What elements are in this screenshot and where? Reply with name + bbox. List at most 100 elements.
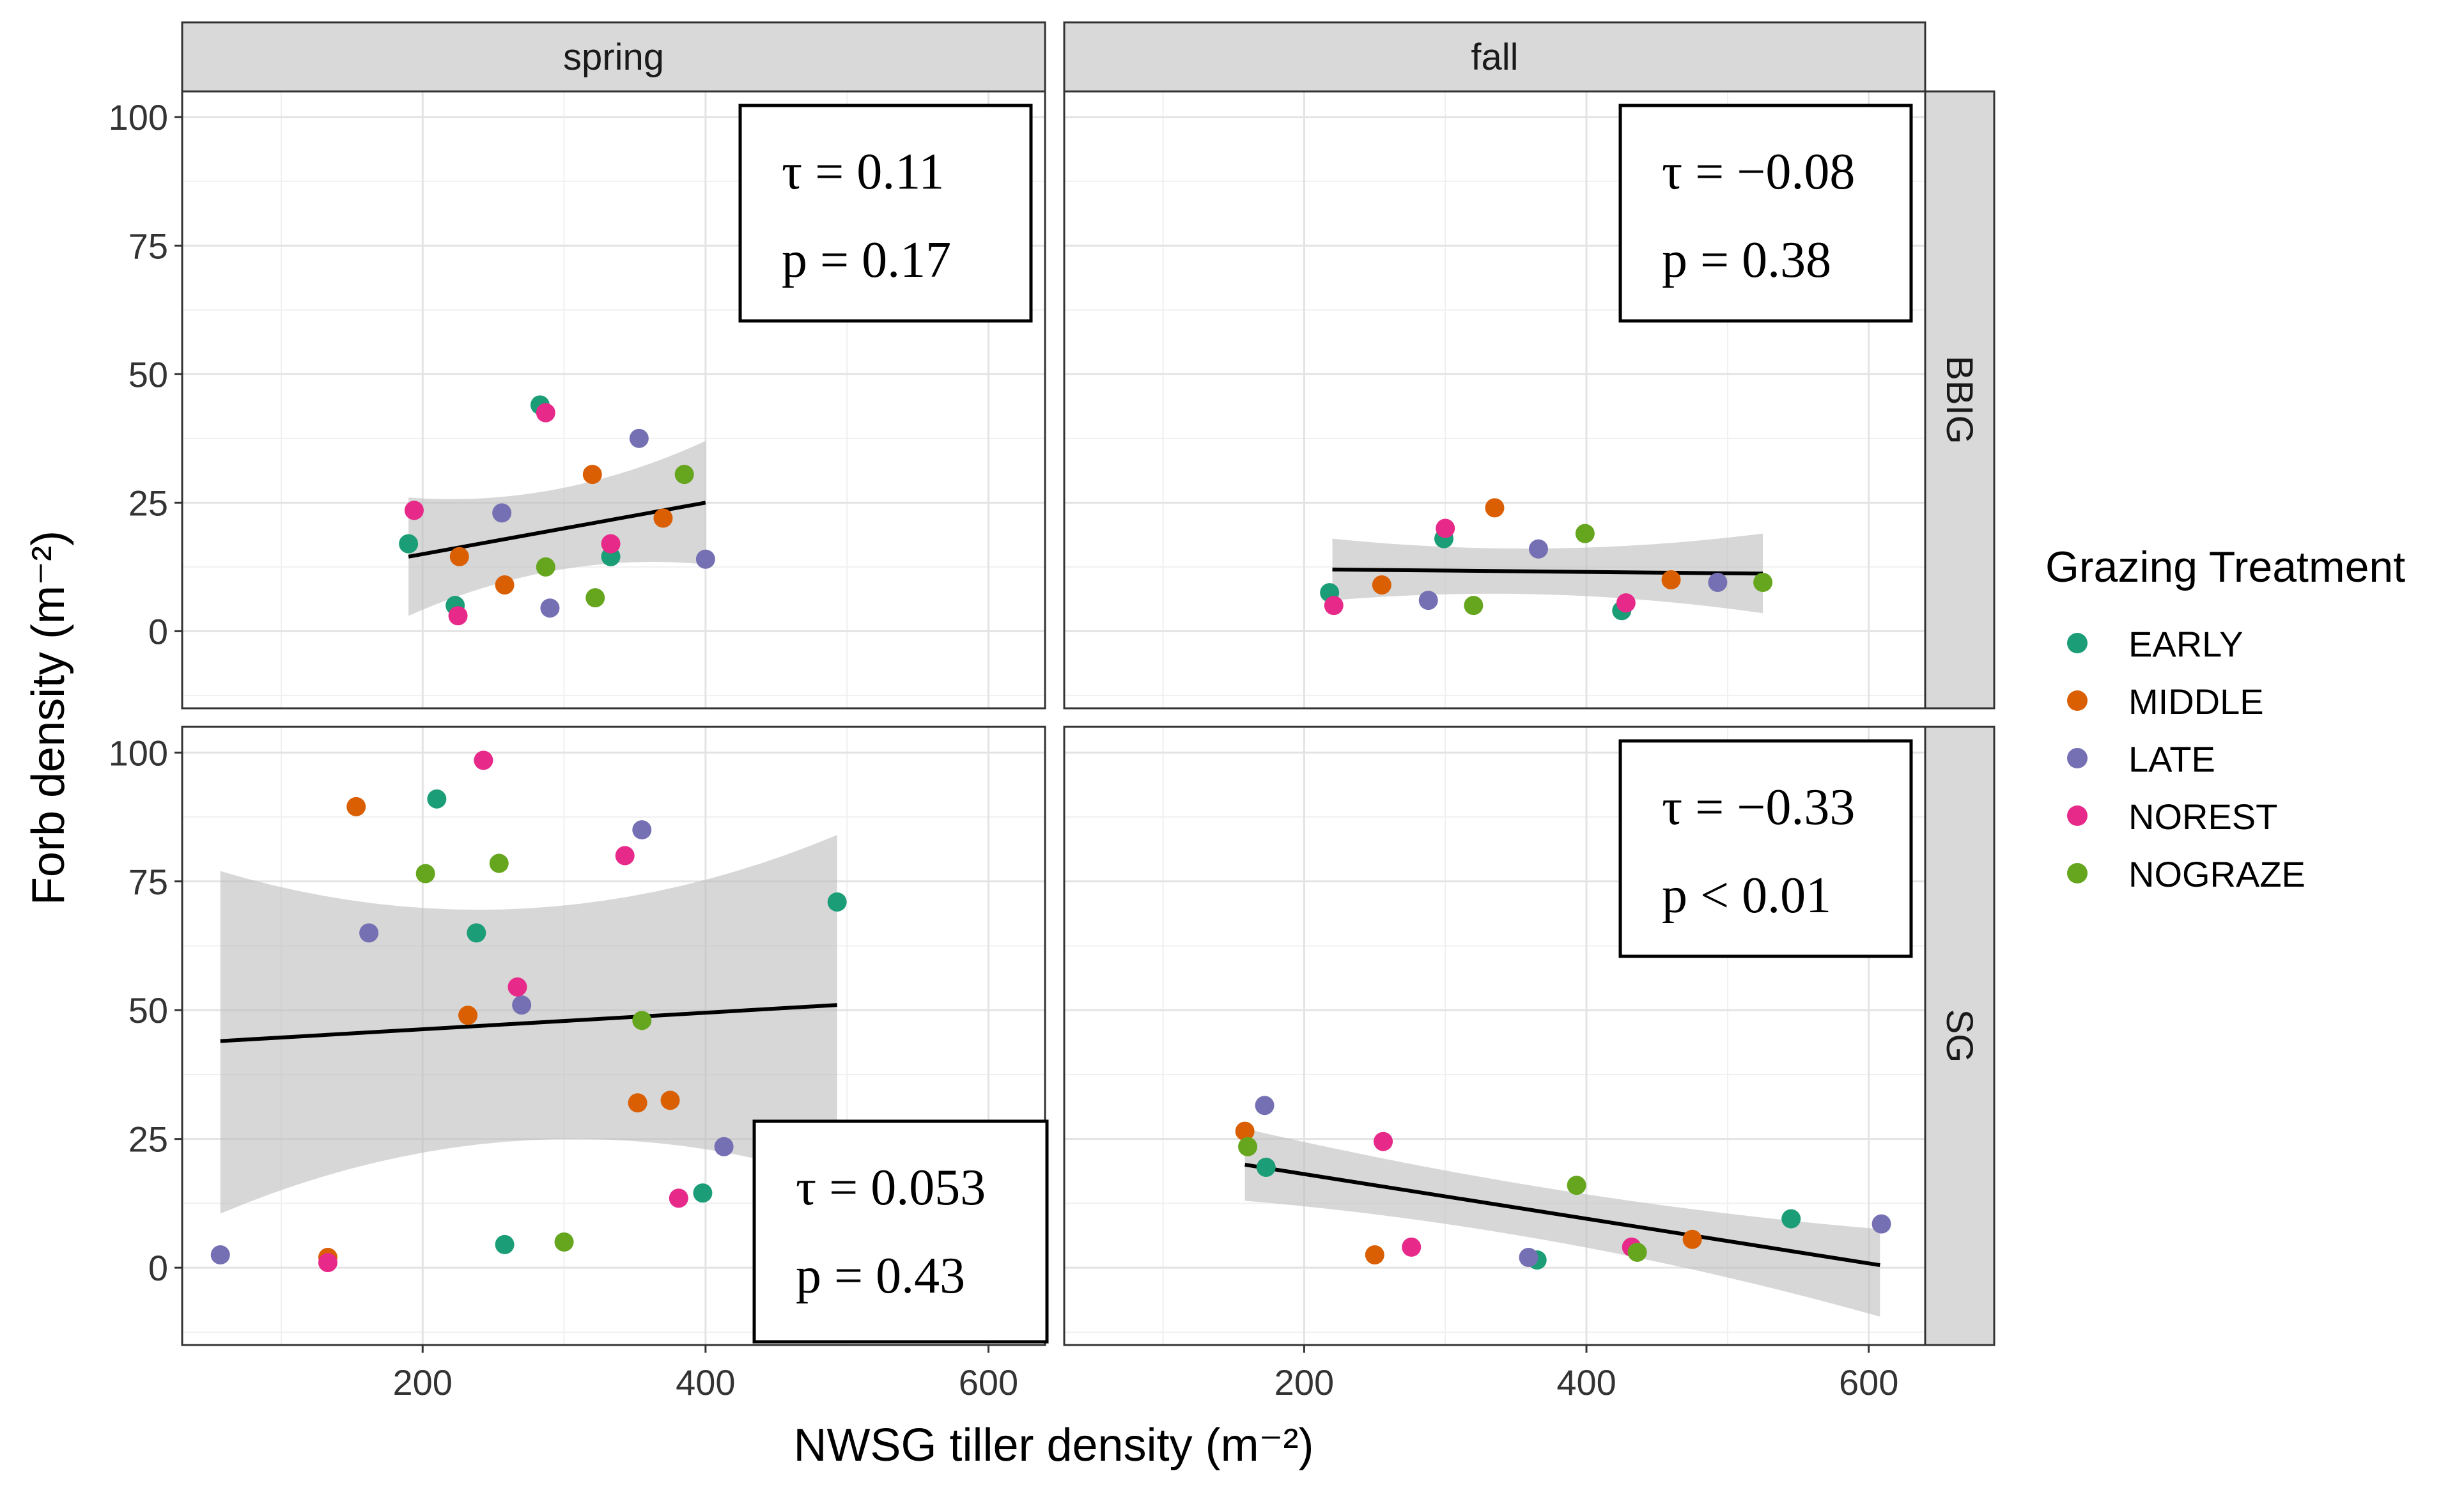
- data-point-norest: [404, 501, 424, 520]
- data-point-norest: [1436, 518, 1455, 538]
- data-point-middle: [1235, 1121, 1255, 1141]
- panel-fall-SG: τ = −0.33 p < 0.01: [1063, 726, 1926, 1346]
- data-point-norest: [1616, 593, 1636, 613]
- data-point-early: [467, 923, 486, 943]
- trend-line: [1244, 1162, 1880, 1268]
- panel-spring-BBIG: τ = 0.11 p = 0.17: [181, 90, 1046, 710]
- stats-box: [752, 1119, 1049, 1344]
- legend-key-nograze: [2067, 863, 2088, 883]
- confidence-band: [1244, 1128, 1880, 1317]
- legend-title: Grazing Treatment: [2045, 543, 2405, 591]
- data-point-middle: [1661, 570, 1681, 589]
- panel-border: [181, 90, 1046, 710]
- data-point-middle: [458, 1006, 478, 1025]
- data-point-late: [512, 995, 532, 1015]
- data-point-early: [399, 534, 419, 554]
- data-point-norest: [318, 1253, 337, 1273]
- data-point-middle: [1372, 575, 1391, 595]
- data-point-nograze: [585, 588, 605, 608]
- data-point-early: [427, 789, 447, 809]
- data-point-late: [210, 1245, 230, 1264]
- stat-p: p = 0.43: [796, 1248, 965, 1304]
- data-point-late: [1255, 1096, 1275, 1116]
- legend-key-middle: [2067, 690, 2088, 711]
- data-point-norest: [1324, 596, 1344, 616]
- data-point-late: [1871, 1214, 1891, 1234]
- y-tick-label: 75: [128, 862, 168, 902]
- data-point-late: [1528, 539, 1548, 559]
- data-point-nograze: [1464, 596, 1484, 616]
- x-tick-label: 400: [676, 1362, 735, 1403]
- data-point-late: [1418, 591, 1438, 610]
- y-tick-label: 100: [109, 97, 168, 137]
- legend-key-late: [2067, 748, 2088, 768]
- stat-p: p < 0.01: [1662, 867, 1831, 924]
- legend: Grazing Treatment EARLY MIDDLE LATE NOREST NO…: [2045, 543, 2405, 894]
- data-point-nograze: [1567, 1176, 1586, 1195]
- stat-tau: τ = −0.33: [1662, 779, 1855, 836]
- legend-label-nograze: NOGRAZE: [2128, 854, 2305, 894]
- data-point-norest: [474, 750, 493, 770]
- y-tick-label: 75: [128, 226, 168, 266]
- strip-SG: [1924, 726, 1995, 1346]
- data-point-norest: [669, 1188, 688, 1208]
- panel-fall-BBIG: τ = −0.08 p = 0.38: [1063, 90, 1926, 710]
- data-point-late: [629, 428, 649, 448]
- stats-box: [1618, 739, 1913, 958]
- data-point-late: [1519, 1248, 1538, 1268]
- legend-key-norest: [2067, 805, 2088, 826]
- data-point-late: [714, 1137, 734, 1156]
- data-point-late: [540, 598, 560, 618]
- legend-label-late: LATE: [2128, 739, 2215, 779]
- stat-p: p = 0.38: [1662, 232, 1831, 288]
- stat-tau: τ = 0.11: [782, 144, 944, 200]
- y-tick-label: 50: [128, 354, 168, 394]
- y-tick-label: 0: [148, 611, 168, 651]
- y-tick-label: 25: [128, 1119, 168, 1160]
- legend-label-norest: NOREST: [2128, 797, 2277, 837]
- data-point-middle: [495, 575, 515, 595]
- data-point-middle: [346, 797, 366, 816]
- data-point-norest: [1374, 1131, 1393, 1151]
- legend-label-early: EARLY: [2128, 624, 2243, 664]
- stats-box: [1618, 104, 1913, 323]
- legend-key-early: [2067, 633, 2088, 653]
- stats-box: [738, 104, 1033, 323]
- data-point-early: [1256, 1157, 1276, 1177]
- data-point-middle: [449, 547, 469, 566]
- data-point-nograze: [489, 853, 509, 873]
- data-point-middle: [1365, 1245, 1384, 1264]
- strip-BBIG: [1924, 90, 1995, 710]
- data-point-early: [1781, 1209, 1801, 1229]
- data-point-nograze: [536, 557, 555, 577]
- trend-line: [220, 1003, 837, 1043]
- data-point-late: [695, 549, 715, 569]
- data-point-nograze: [1627, 1242, 1647, 1262]
- data-point-norest: [615, 846, 635, 866]
- data-point-early: [827, 892, 847, 912]
- panel-border: [1063, 726, 1926, 1346]
- y-axis-title: Forb density (m⁻²): [23, 531, 74, 905]
- x-tick-label: 200: [1275, 1362, 1334, 1403]
- data-point-nograze: [1753, 572, 1773, 592]
- x-tick-label: 200: [393, 1362, 453, 1403]
- y-tick-label: 0: [148, 1248, 168, 1288]
- x-tick-label: 600: [1839, 1362, 1898, 1403]
- strip-label-BBIG: BBIG: [1939, 355, 1980, 444]
- strip-spring: [181, 21, 1046, 93]
- data-point-early: [693, 1183, 713, 1203]
- data-point-middle: [582, 465, 602, 485]
- data-point-norest: [536, 403, 555, 423]
- data-point-norest: [1402, 1237, 1422, 1257]
- strip-fall: [1063, 21, 1926, 93]
- stat-p: p = 0.17: [782, 232, 951, 288]
- data-point-nograze: [415, 864, 435, 883]
- panel-border: [1063, 90, 1926, 710]
- panel-spring-SG: τ = 0.053 p = 0.43: [181, 726, 1049, 1346]
- strip-label-spring: spring: [563, 36, 664, 78]
- y-tick-label: 50: [128, 990, 168, 1030]
- panel-border: [181, 726, 1046, 1346]
- data-point-middle: [1682, 1229, 1702, 1249]
- x-axis-title: NWSG tiller density (m⁻²): [793, 1420, 1313, 1471]
